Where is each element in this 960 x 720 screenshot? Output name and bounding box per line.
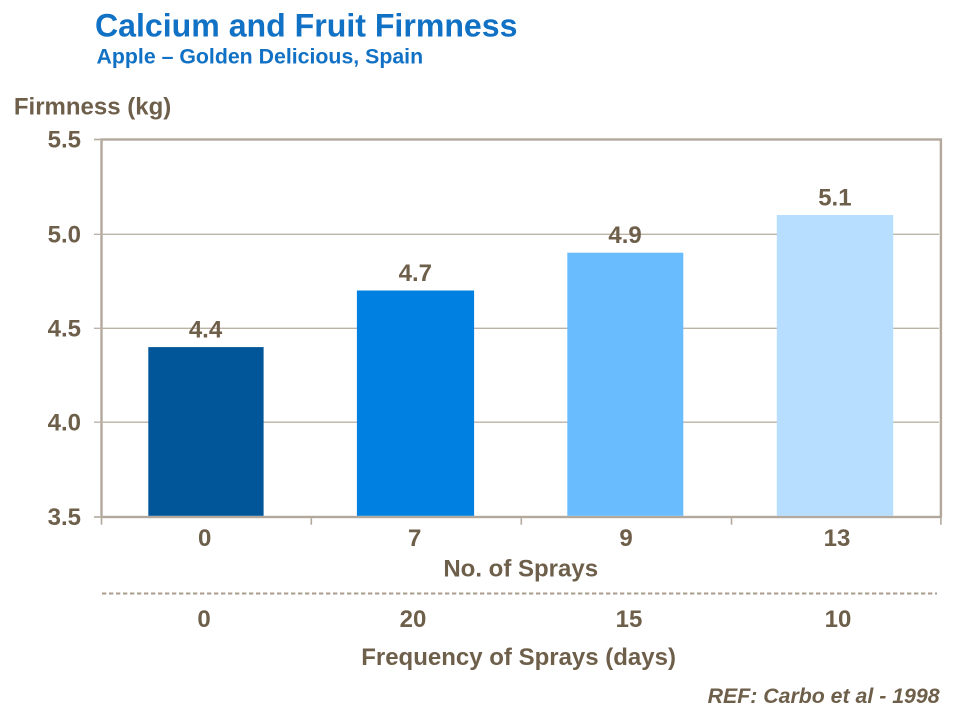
svg-text:4.4: 4.4 xyxy=(189,316,223,343)
svg-text:Firmness (kg): Firmness (kg) xyxy=(14,94,171,121)
svg-text:No. of Sprays: No. of Sprays xyxy=(443,556,598,583)
svg-text:5.0: 5.0 xyxy=(48,222,81,249)
svg-text:Apple – Golden Delicious, Spai: Apple – Golden Delicious, Spain xyxy=(97,45,424,69)
svg-text:7: 7 xyxy=(408,525,421,552)
svg-text:15: 15 xyxy=(616,606,643,633)
svg-text:4.7: 4.7 xyxy=(399,260,432,287)
svg-text:4.0: 4.0 xyxy=(48,409,81,436)
svg-text:Frequency of Sprays (days): Frequency of Sprays (days) xyxy=(361,644,676,671)
svg-text:Calcium and Fruit Firmness: Calcium and Fruit Firmness xyxy=(95,7,517,43)
svg-text:0: 0 xyxy=(197,606,210,633)
svg-text:4.5: 4.5 xyxy=(48,316,81,343)
svg-text:9: 9 xyxy=(619,525,632,552)
svg-text:5.1: 5.1 xyxy=(818,185,851,212)
svg-text:3.5: 3.5 xyxy=(48,504,81,531)
svg-text:0: 0 xyxy=(198,525,211,552)
svg-text:20: 20 xyxy=(400,606,427,633)
svg-text:13: 13 xyxy=(824,525,851,552)
svg-text:REF: Carbo et al - 1998: REF: Carbo et al - 1998 xyxy=(708,684,940,708)
svg-text:5.5: 5.5 xyxy=(48,127,81,154)
svg-text:4.9: 4.9 xyxy=(608,222,641,249)
svg-text:10: 10 xyxy=(825,606,852,633)
